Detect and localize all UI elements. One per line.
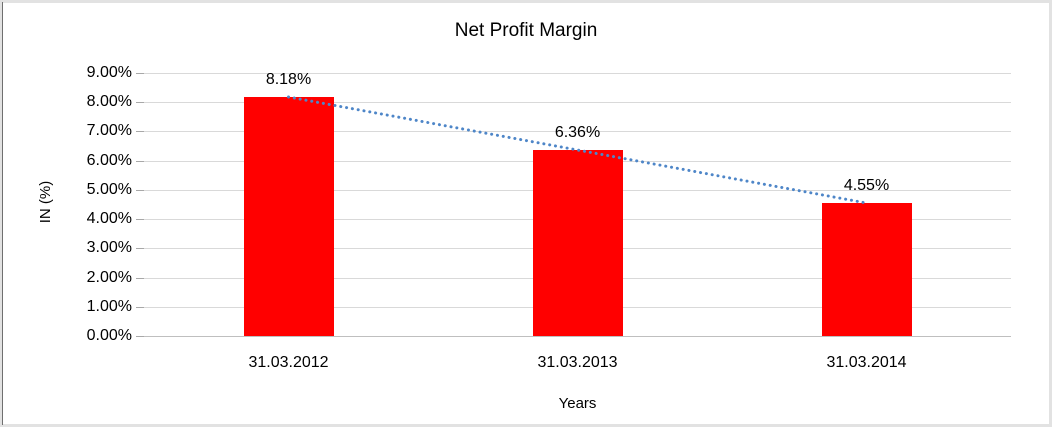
plot-area: 0.00% 1.00% 2.00% 3.00% 4.00% 5.00% 6.00% 7.00%… [3, 3, 1049, 424]
x-tick-label: 31.03.2014 [826, 354, 907, 371]
data-label: 8.18% [265, 70, 312, 88]
gridline [144, 73, 1011, 74]
y-tick-label: 1.00% [86, 297, 132, 315]
y-tick-mark [136, 102, 144, 104]
y-tick-mark [136, 131, 144, 133]
y-tick-label: 6.00% [86, 151, 132, 169]
x-axis-title: Years [558, 395, 597, 412]
x-tick-label: 31.03.2012 [248, 354, 329, 371]
chart-canvas: Net Profit Margin IN (%) 0.00% 1.00% 2.00%… [3, 3, 1049, 424]
y-tick-mark [136, 73, 144, 74]
y-tick-mark [136, 277, 144, 279]
y-tick-mark [136, 248, 144, 250]
y-tick-label: 7.00% [86, 122, 132, 140]
y-tick-label: 9.00% [86, 64, 132, 81]
chart-title: Net Profit Margin [454, 20, 598, 41]
y-tick-label: 3.00% [86, 239, 132, 257]
x-tick-label: 31.03.2013 [537, 354, 618, 371]
y-tick-mark [136, 219, 144, 221]
y-tick-mark [136, 306, 144, 308]
y-tick-mark [136, 189, 144, 191]
frame-left-edge [2, 2, 3, 425]
y-tick-label: 5.00% [86, 180, 132, 198]
y-tick-label: 8.00% [86, 93, 132, 111]
data-label: 6.36% [554, 124, 601, 142]
bar-31.03.2012 [243, 96, 334, 336]
bar-31.03.2014 [821, 203, 912, 336]
y-tick-mark [136, 336, 144, 337]
x-axis-line [144, 336, 1011, 337]
data-label: 4.55% [843, 177, 890, 195]
y-tick-mark [136, 160, 144, 162]
y-tick-label: 2.00% [86, 268, 132, 286]
y-tick-label: 4.00% [86, 210, 132, 228]
y-tick-label: 0.00% [86, 327, 132, 344]
bar-31.03.2013 [532, 150, 623, 336]
